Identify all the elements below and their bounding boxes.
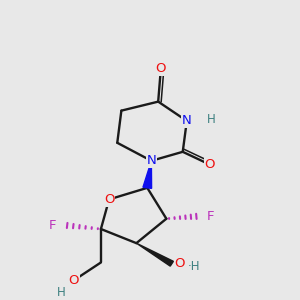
Text: O: O xyxy=(104,193,114,206)
Text: O: O xyxy=(156,62,166,75)
Text: F: F xyxy=(207,210,214,223)
Text: O: O xyxy=(68,274,79,287)
Text: O: O xyxy=(205,158,215,171)
Text: F: F xyxy=(49,219,56,232)
Text: H: H xyxy=(207,113,216,126)
Text: N: N xyxy=(182,114,192,128)
Text: H: H xyxy=(57,286,66,298)
Text: N: N xyxy=(146,154,156,167)
Text: ·H: ·H xyxy=(188,260,201,273)
Polygon shape xyxy=(136,243,173,266)
Text: O: O xyxy=(175,257,185,270)
Polygon shape xyxy=(143,161,152,188)
